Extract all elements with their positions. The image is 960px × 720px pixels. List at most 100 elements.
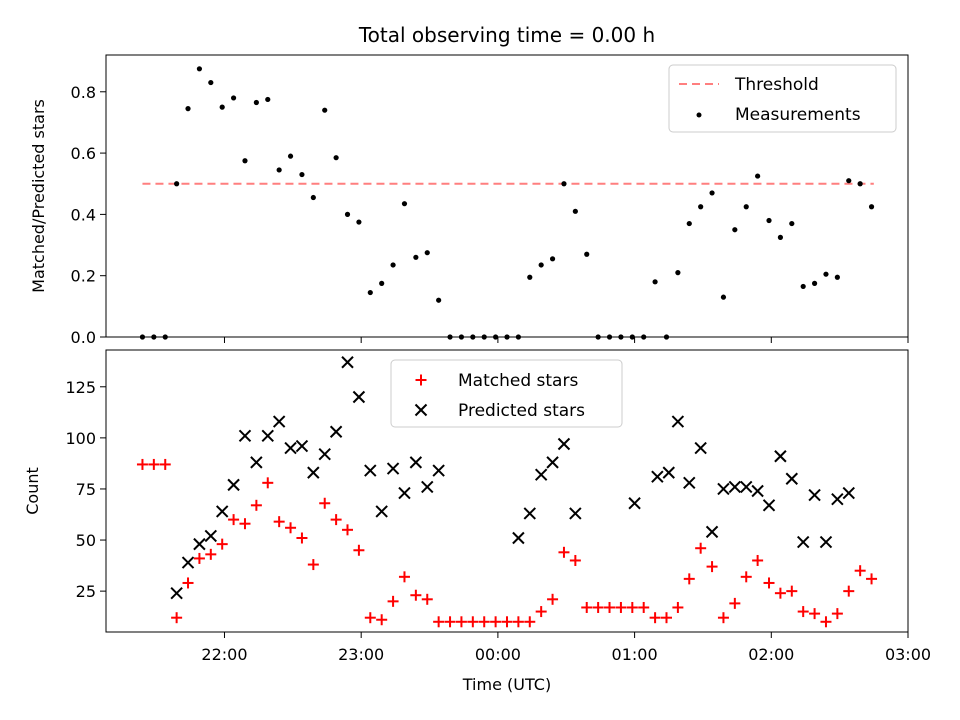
measurement-point bbox=[732, 227, 738, 233]
matched-star-point bbox=[353, 544, 365, 556]
matched-star-point bbox=[581, 601, 593, 613]
matched-star-point bbox=[717, 612, 729, 624]
predicted-star-point bbox=[717, 482, 730, 496]
predicted-star-point bbox=[662, 466, 675, 479]
measurement-point bbox=[253, 99, 259, 106]
matched-star-point bbox=[786, 585, 798, 597]
matched-star-point bbox=[854, 565, 866, 577]
measurement-point bbox=[549, 256, 556, 262]
predicted-star-point bbox=[318, 448, 331, 461]
measurement-point bbox=[436, 297, 442, 303]
predicted-star-point bbox=[432, 464, 445, 477]
predicted-star-point bbox=[569, 507, 582, 520]
predicted-star-point bbox=[751, 484, 764, 498]
predicted-star-point-b bbox=[272, 415, 286, 428]
matched-star-point bbox=[866, 573, 878, 585]
matched-star-point bbox=[501, 616, 513, 628]
predicted-star-point bbox=[409, 456, 423, 469]
predicted-star-point-b bbox=[318, 448, 331, 461]
measurement-point bbox=[322, 107, 328, 113]
predicted-star-point bbox=[272, 415, 286, 428]
matched-star-point bbox=[683, 573, 695, 585]
measurement-point bbox=[276, 167, 282, 173]
matched-star-point bbox=[148, 458, 160, 470]
measurement-point bbox=[743, 204, 749, 210]
measurement-point bbox=[379, 280, 385, 286]
top-y-tick-label: 0.2 bbox=[71, 267, 96, 286]
matched-star-point bbox=[774, 587, 786, 599]
predicted-star-point-b bbox=[341, 356, 354, 369]
measurement-point bbox=[561, 181, 567, 187]
matched-star-point bbox=[455, 616, 467, 628]
measurement-point bbox=[686, 220, 692, 227]
measurement-point bbox=[777, 234, 784, 240]
predicted-star-point-b bbox=[534, 468, 548, 481]
matched-star-point bbox=[205, 548, 217, 560]
bottom-y-ticks: 25 50 75 100 125 bbox=[65, 378, 106, 601]
matched-star-point bbox=[535, 606, 547, 618]
matched-star-point bbox=[250, 499, 262, 511]
predicted-star-point bbox=[512, 531, 525, 545]
measurement-point bbox=[846, 178, 852, 184]
matched-star-point bbox=[831, 608, 843, 620]
predicted-star-point bbox=[683, 476, 696, 490]
predicted-star-point bbox=[774, 450, 787, 463]
predicted-star-point-b bbox=[170, 586, 183, 600]
matched-star-point bbox=[239, 518, 251, 530]
predicted-star-point bbox=[352, 390, 366, 404]
predicted-star-point bbox=[204, 529, 218, 543]
measurement-point bbox=[299, 171, 305, 178]
predicted-star-point-b bbox=[569, 507, 582, 520]
predicted-star-point-b bbox=[250, 456, 263, 469]
matched-star-point bbox=[410, 589, 422, 601]
predicted-star-point-b bbox=[796, 535, 810, 549]
measurement-point bbox=[401, 201, 408, 207]
matched-star-point bbox=[285, 522, 297, 534]
matched-star-point bbox=[433, 616, 445, 628]
top-y-tick-label: 0.4 bbox=[71, 205, 96, 224]
predicted-star-point bbox=[227, 478, 240, 492]
predicted-star-point bbox=[671, 415, 685, 428]
bottom-x-ticks: 22:00 23:00 00:00 01:00 02:00 03:00 bbox=[201, 632, 931, 664]
measurement-point bbox=[675, 270, 681, 276]
predicted-star-point-b bbox=[227, 478, 240, 492]
matched-star-point bbox=[649, 612, 661, 624]
predicted-star-point-b bbox=[546, 456, 559, 469]
bottom-y-tick-label: 125 bbox=[65, 378, 96, 397]
matched-star-point bbox=[171, 612, 183, 624]
measurement-point bbox=[811, 280, 818, 286]
matched-legend-swatch bbox=[415, 374, 427, 386]
predicted-star-point bbox=[307, 466, 320, 479]
matched-star-point bbox=[660, 612, 672, 624]
predicted-star-point-b bbox=[740, 480, 753, 494]
matched-star-point bbox=[273, 516, 285, 528]
matched-star-point bbox=[159, 458, 171, 470]
predicted-star-point-b bbox=[762, 499, 776, 512]
top-plot-frame bbox=[105, 54, 909, 338]
predicted-star-point bbox=[557, 437, 571, 451]
matched-star-point bbox=[763, 577, 775, 589]
predicted-star-point-b bbox=[261, 429, 274, 443]
matched-star-point bbox=[364, 612, 376, 624]
predicted-star-point-b bbox=[628, 497, 641, 510]
predicted-star-point-b bbox=[785, 472, 799, 485]
predicted-star-point-b bbox=[694, 441, 707, 455]
measurement-point bbox=[413, 254, 419, 260]
matched-star-point bbox=[843, 585, 855, 597]
predicted-star-point bbox=[364, 464, 377, 477]
top-legend: Threshold Measurements bbox=[668, 64, 897, 133]
top-x-ticks bbox=[223, 337, 909, 343]
matched-star-point bbox=[672, 601, 684, 613]
threshold-legend-label: Threshold bbox=[734, 75, 819, 95]
predicted-star-point bbox=[808, 488, 821, 502]
predicted-star-point bbox=[694, 441, 707, 455]
predicted-star-point-b bbox=[375, 505, 388, 518]
predicted-star-point bbox=[341, 356, 354, 369]
measurement-point bbox=[709, 190, 715, 196]
matched-star-point bbox=[752, 554, 764, 566]
predicted-star-point bbox=[728, 480, 742, 494]
top-panel: 0.00.20.40.60.8 Matched/Predicted stars … bbox=[29, 54, 909, 347]
matched-star-point bbox=[398, 571, 410, 583]
predicted-star-point-b bbox=[409, 456, 423, 469]
